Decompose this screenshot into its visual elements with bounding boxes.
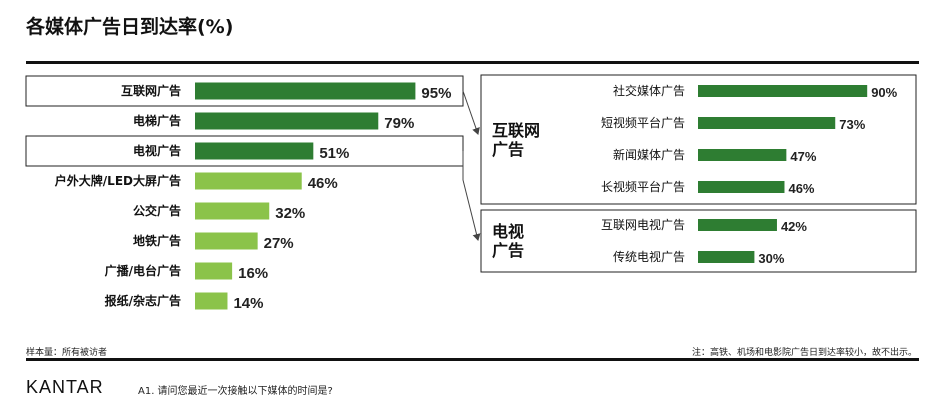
category-label: 报纸/杂志广告: [105, 293, 181, 308]
bar: [195, 112, 379, 130]
value-label: 14%: [233, 295, 263, 312]
sub-category-label: 新闻媒体广告: [613, 147, 685, 162]
value-label: 51%: [319, 145, 349, 162]
value-label: 32%: [275, 205, 305, 222]
value-label: 46%: [308, 175, 338, 192]
bar: [195, 172, 302, 190]
footnote: 注：高铁、机场和电影院广告日到达率较小，故不出示。: [691, 348, 917, 358]
value-label: 79%: [384, 115, 414, 132]
sub-category-label: 长视频平台广告: [601, 179, 685, 194]
sub-category-label: 社交媒体广告: [613, 83, 685, 98]
value-label: 27%: [264, 235, 294, 252]
kantar-logo: KANTAR: [26, 377, 104, 397]
category-label: 互联网广告: [121, 83, 181, 98]
sub-bar: [698, 117, 836, 129]
sub-bar: [698, 181, 785, 193]
connector-tv: [462, 151, 481, 241]
connector-internet: [462, 90, 480, 135]
group-label: 广告: [492, 241, 524, 260]
sub-value-label: 42%: [781, 219, 807, 234]
bar: [195, 202, 270, 220]
bar: [195, 82, 416, 100]
sub-bar: [698, 219, 777, 231]
group-label: 互联网: [492, 121, 540, 140]
sub-value-label: 47%: [790, 149, 816, 164]
sub-bar: [698, 251, 755, 263]
bar: [195, 232, 258, 250]
sample-note: 样本量：所有被访者: [26, 348, 108, 358]
top-rule: [26, 61, 919, 64]
category-label: 公交广告: [133, 203, 181, 218]
group-label: 广告: [492, 140, 524, 159]
page-title: 各媒体广告日到达率(%): [26, 16, 234, 38]
sub-value-label: 30%: [758, 251, 784, 266]
sub-bar: [698, 149, 787, 161]
category-label: 地铁广告: [133, 233, 181, 248]
sub-category-label: 传统电视广告: [613, 249, 685, 264]
sub-bar: [698, 85, 868, 97]
category-label: 广播/电台广告: [105, 263, 181, 278]
bottom-rule: [26, 358, 919, 361]
bar: [195, 292, 228, 310]
group-panel: [480, 209, 917, 273]
sub-value-label: 90%: [871, 85, 897, 100]
category-label: 户外大牌/LED大屏广告: [55, 173, 181, 188]
value-label: 16%: [238, 265, 268, 282]
group-label: 电视: [492, 222, 524, 241]
survey-question: A1. 请问您最近一次接触以下媒体的时间是?: [138, 386, 333, 397]
sub-value-label: 73%: [839, 117, 865, 132]
group-panel: [480, 74, 917, 205]
bar: [195, 142, 314, 160]
category-label: 电梯广告: [133, 113, 181, 128]
sub-value-label: 46%: [788, 181, 814, 196]
bar: [195, 262, 233, 280]
sub-category-label: 互联网电视广告: [601, 217, 685, 232]
category-label: 电视广告: [133, 143, 181, 158]
sub-category-label: 短视频平台广告: [601, 115, 685, 130]
value-label: 95%: [421, 85, 451, 102]
